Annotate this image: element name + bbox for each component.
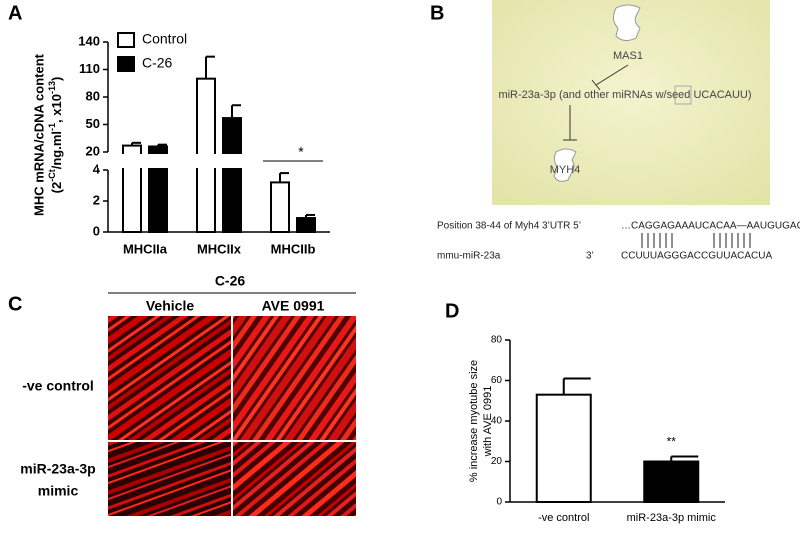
myh4-icon <box>553 148 577 182</box>
significance-label: * <box>298 144 304 160</box>
x-tick-label: -ve control <box>538 512 589 524</box>
mirna-end: 3’ <box>586 251 594 262</box>
bar <box>643 460 700 503</box>
y-tick-label: 80 <box>491 335 503 346</box>
x-tick-label: MHCIIb <box>271 241 316 256</box>
y-tick-label: 140 <box>78 33 100 48</box>
column-label: AVE 0991 <box>262 298 325 314</box>
y-axis-title-part: -13 <box>47 81 57 94</box>
y-axis-title: % increase myotube size <box>468 360 480 482</box>
bar <box>270 181 290 233</box>
x-tick-label: MHCIIa <box>123 241 168 256</box>
row-label: mimic <box>38 483 79 499</box>
target-sequence: …CAGGAGAAAUCACAA—AAUGUGAC… <box>621 221 800 232</box>
node-label: miR-23a-3p (and other miRNAs w/seed UCAC… <box>498 89 751 101</box>
y-axis-title-part: , x10 <box>49 94 64 123</box>
base-pairs <box>641 233 751 248</box>
alignment-label: mmu-miR-23a <box>437 251 501 262</box>
significance-label: ** <box>667 435 677 449</box>
y-tick-label: 60 <box>491 375 503 386</box>
y-tick-label: 0 <box>93 223 100 238</box>
y-tick-label: 2 <box>93 192 100 207</box>
node-label: MAS1 <box>613 50 643 62</box>
panel-label: A <box>8 2 22 24</box>
y-tick-label: 110 <box>79 61 100 76</box>
y-tick-label: 40 <box>491 416 503 427</box>
y-axis-title: MHC mRNA/cDNA content <box>31 53 46 216</box>
mirna-icon <box>674 85 692 105</box>
y-tick-label: 4 <box>93 161 101 176</box>
axis-break-gap <box>98 154 332 168</box>
y-axis-title-part: -1 <box>47 123 57 131</box>
panel-label: D <box>445 300 459 322</box>
bar <box>296 217 316 234</box>
y-axis-title: with AVE 0991 <box>482 386 494 458</box>
panel-label: B <box>430 2 444 24</box>
legend-label: C-26 <box>142 55 173 71</box>
legend-swatch <box>117 32 135 48</box>
row-label: miR-23a-3p <box>20 461 95 477</box>
inhibit-bar <box>591 79 601 91</box>
x-tick-label: miR-23a-3p mimic <box>627 512 717 524</box>
grid-header: C-26 <box>215 273 246 289</box>
micrograph <box>108 442 231 516</box>
y-axis-title-part: (2 <box>49 182 64 194</box>
micrograph <box>233 442 356 516</box>
y-axis-title-part: ) <box>49 77 64 81</box>
mas1-icon <box>612 4 641 42</box>
y-tick-label: 50 <box>86 116 100 131</box>
node-label: MYH4 <box>550 164 581 176</box>
legend-swatch <box>117 56 135 72</box>
legend-label: Control <box>142 31 187 47</box>
y-axis-title-part: /ng.ml <box>49 131 64 169</box>
micrograph <box>108 316 231 440</box>
y-tick-label: 20 <box>491 456 503 467</box>
bar <box>535 393 592 503</box>
panel-label: C <box>8 293 22 315</box>
bar <box>222 117 242 233</box>
y-tick-label: 20 <box>86 143 100 158</box>
micrograph <box>233 316 356 440</box>
mirna-sequence: CCUUUAGGGACCGUUACACUA <box>621 251 772 262</box>
inhibit-arrow <box>595 64 629 86</box>
y-axis-title-part: -Ct <box>47 169 57 182</box>
y-axis-title: (2-Ct/ng.ml-1, x10-13) <box>47 77 64 194</box>
y-tick-label: 0 <box>496 497 502 508</box>
y-tick-label: 80 <box>86 88 100 103</box>
alignment-label: Position 38-44 of Myh4 3’UTR 5’ <box>437 221 581 232</box>
column-label: Vehicle <box>146 298 194 314</box>
x-tick-label: MHCIIx <box>197 241 242 256</box>
row-label: -ve control <box>22 378 94 394</box>
